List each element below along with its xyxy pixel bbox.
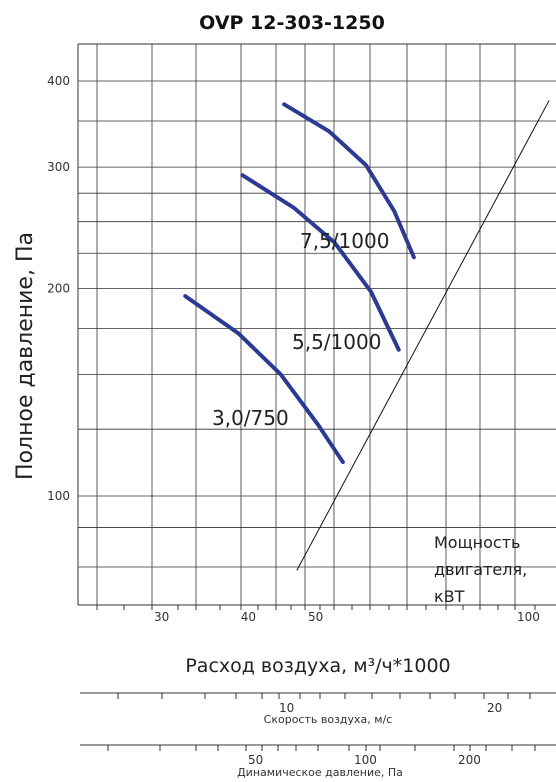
curve-labels: 3,0/750 5,5/1000 7,5/1000 xyxy=(212,229,389,430)
y-tick-200: 200 xyxy=(47,282,70,296)
velocity-tick-20: 20 xyxy=(487,701,502,715)
velocity-scale-ticks xyxy=(117,693,531,699)
y-tick-100: 100 xyxy=(47,489,70,503)
pressure-tick-100: 100 xyxy=(354,753,377,767)
grid xyxy=(78,44,556,605)
fan-curve-0 xyxy=(183,294,345,465)
fan-curves xyxy=(183,102,416,465)
pressure-tick-50: 50 xyxy=(248,753,263,767)
velocity-tick-10: 10 xyxy=(279,701,294,715)
y-tick-300: 300 xyxy=(47,160,70,174)
fan-curve-1 xyxy=(240,173,401,352)
pressure-tick-200: 200 xyxy=(458,753,481,767)
annotation-line-0: Мощность xyxy=(434,533,520,552)
pressure-scale-caption: Динамическое давление, Па xyxy=(237,766,403,779)
x-tick-30: 30 xyxy=(154,610,169,624)
annotation-line-1: двигателя, xyxy=(434,560,527,579)
y-tick-labels: 100 200 300 400 xyxy=(47,74,70,503)
curve-label-2: 7,5/1000 xyxy=(300,229,389,253)
x-tick-100: 100 xyxy=(517,610,540,624)
velocity-scale-caption: Скорость воздуха, м/с xyxy=(264,713,393,726)
motor-power-annotation: Мощность двигателя, кВТ xyxy=(434,533,527,606)
chart-title: OVP 12-303-1250 xyxy=(199,12,385,34)
plot-frame xyxy=(77,43,556,610)
curve-label-0: 3,0/750 xyxy=(212,406,289,430)
x-tick-labels: 30 40 50 100 xyxy=(154,610,540,624)
y-tick-400: 400 xyxy=(47,74,70,88)
system-characteristic-line xyxy=(296,100,550,571)
x-tick-50: 50 xyxy=(308,610,323,624)
velocity-scale: 10 20 Скорость воздуха, м/с xyxy=(80,692,556,726)
pressure-scale-ticks xyxy=(107,745,536,751)
system-line-layer xyxy=(296,100,550,571)
pressure-scale: 50 100 200 Динамическое давление, Па xyxy=(80,744,556,779)
fan-curve-2 xyxy=(282,102,416,260)
y-axis-label: Полное давление, Па xyxy=(13,232,38,480)
x-axis-label: Расход воздуха, м³/ч*1000 xyxy=(185,655,450,677)
annotation-line-2: кВТ xyxy=(434,587,465,606)
curve-label-1: 5,5/1000 xyxy=(292,330,381,354)
x-tick-40: 40 xyxy=(241,610,256,624)
